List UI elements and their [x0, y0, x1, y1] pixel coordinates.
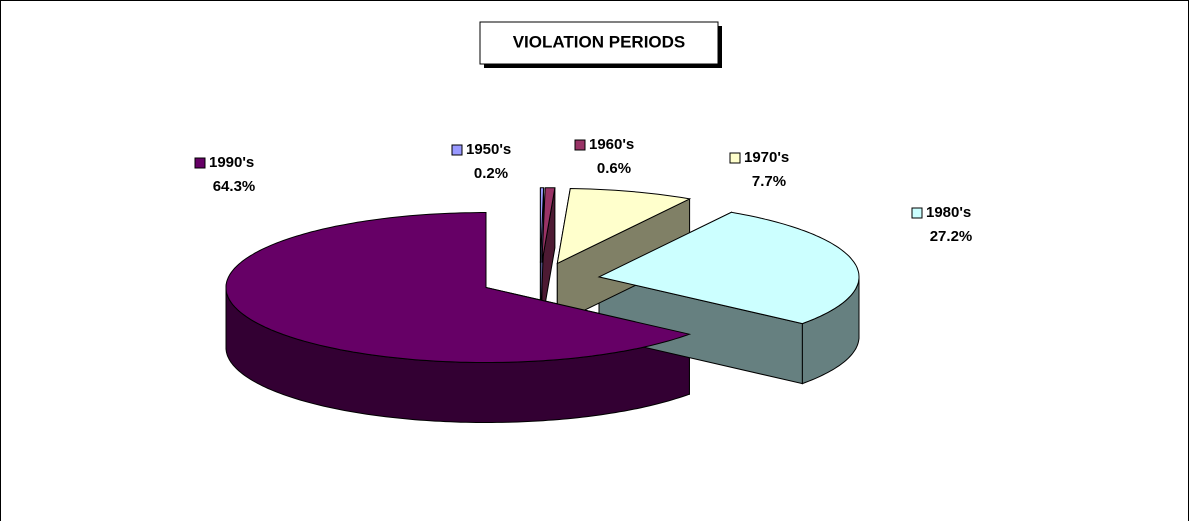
- value-label: 7.7%: [752, 173, 786, 190]
- legend-key: [194, 157, 206, 169]
- value-label: 64.3%: [213, 178, 256, 195]
- slice-top: [225, 212, 692, 363]
- category-label: 1980's: [926, 204, 971, 221]
- slice-top: [539, 187, 545, 263]
- category-label: 1970's: [744, 149, 789, 166]
- slice-top: [597, 211, 860, 325]
- value-label: 0.2%: [474, 165, 508, 182]
- legend-key: [911, 207, 923, 219]
- value-label: 27.2%: [930, 228, 973, 245]
- category-label: 1950's: [466, 141, 511, 158]
- category-label: 1960's: [589, 136, 634, 153]
- category-label: 1990's: [209, 154, 254, 171]
- chart-title: VIOLATION PERIODS: [513, 32, 686, 51]
- legend-key: [451, 144, 463, 156]
- slice-top: [556, 187, 692, 265]
- title-box: [479, 21, 719, 65]
- slice-top: [541, 187, 556, 263]
- value-label: 0.6%: [597, 160, 631, 177]
- legend-key: [729, 152, 741, 164]
- legend-key: [574, 139, 586, 151]
